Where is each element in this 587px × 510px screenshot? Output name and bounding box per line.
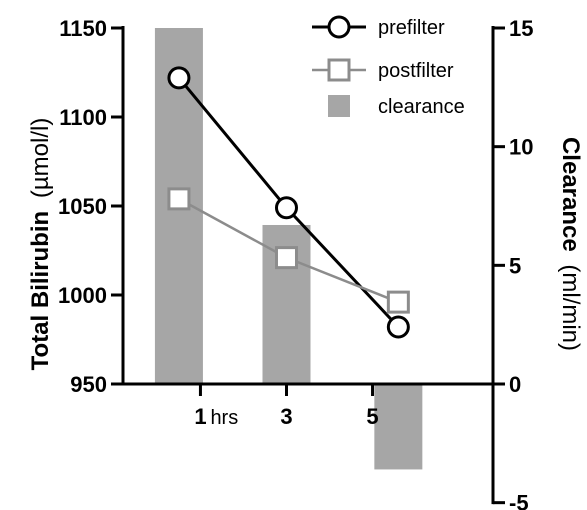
right-tick-label: 10	[509, 135, 533, 160]
postfilter-point	[274, 246, 298, 270]
left-tick-label: 950	[70, 372, 107, 397]
left-axis-title-bold: Total Bilirubin	[27, 211, 54, 371]
postfilter-point	[386, 290, 410, 314]
legend-item-prefilter: prefilter	[312, 15, 445, 39]
right-tick-label: 15	[509, 16, 533, 41]
axes	[111, 26, 505, 505]
tick-labels: 950 1000 1050 1100 1150 -5 0 5 10 15 1 hrs 3 5	[58, 16, 533, 510]
x-tick-label: 5	[366, 404, 378, 429]
right-axis-title-bold: Clearance	[557, 137, 584, 252]
right-axis-title: Clearance (ml/min)	[557, 137, 584, 351]
postfilter-point	[167, 187, 191, 211]
left-tick-label: 1000	[58, 283, 107, 308]
left-axis-title-unit: (µmol/l)	[27, 118, 54, 198]
right-tick-label: -5	[509, 491, 529, 510]
left-axis-title: Total Bilirubin (µmol/l)	[27, 118, 54, 371]
x-tick-label: 3	[280, 404, 292, 429]
right-tick-label: 5	[509, 253, 521, 278]
legend-swatch	[328, 95, 350, 117]
legend-marker	[327, 58, 351, 82]
legend-label: clearance	[378, 96, 465, 118]
prefilter-point	[274, 196, 298, 220]
right-axis-title-unit: (ml/min)	[557, 264, 584, 351]
legend: prefilter postfilter clearance	[312, 15, 465, 118]
prefilter-point	[167, 66, 191, 90]
legend-label: prefilter	[378, 17, 445, 39]
x-unit-label: hrs	[210, 407, 238, 429]
clearance-bar	[374, 384, 423, 470]
series-lines	[167, 66, 410, 339]
left-tick-label: 1150	[59, 16, 107, 41]
x-tick-label: 1	[194, 404, 206, 429]
left-tick-label: 1050	[58, 194, 107, 219]
legend-label: postfilter	[378, 60, 454, 82]
legend-item-clearance: clearance	[328, 95, 465, 118]
legend-marker	[327, 15, 351, 39]
prefilter-point	[386, 315, 410, 339]
left-tick-label: 1100	[59, 105, 107, 130]
right-tick-label: 0	[509, 372, 521, 397]
legend-item-postfilter: postfilter	[312, 58, 454, 82]
